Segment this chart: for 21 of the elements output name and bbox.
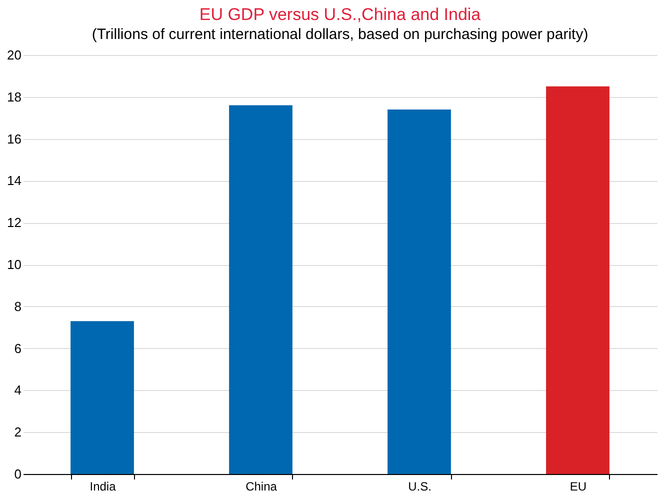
chart-subtitle: (Trillions of current international dollars, based on purchasing power parity) (92, 26, 588, 43)
chart-title: EU GDP versus U.S.,China and India (199, 5, 482, 24)
y-tick-label: 10 (7, 257, 22, 272)
y-tick-label: 0 (14, 466, 22, 482)
y-tick-label: 2 (14, 424, 22, 440)
x-tick-label: U.S. (408, 480, 432, 494)
bar (546, 86, 610, 474)
bar (229, 105, 292, 474)
y-tick-label: 14 (7, 173, 22, 188)
x-tick-label: EU (570, 480, 587, 494)
y-tick-label: 12 (7, 215, 22, 230)
y-tick-label: 16 (7, 131, 22, 146)
bar (70, 321, 134, 474)
y-tick-label: 8 (14, 298, 22, 314)
y-tick-label: 18 (7, 89, 22, 104)
y-tick-label: 6 (14, 340, 22, 356)
x-tick-label: China (246, 480, 278, 494)
bar (388, 109, 451, 474)
y-tick-label: 20 (7, 48, 22, 62)
y-tick-label: 4 (14, 382, 22, 398)
x-tick-label: India (90, 480, 116, 494)
